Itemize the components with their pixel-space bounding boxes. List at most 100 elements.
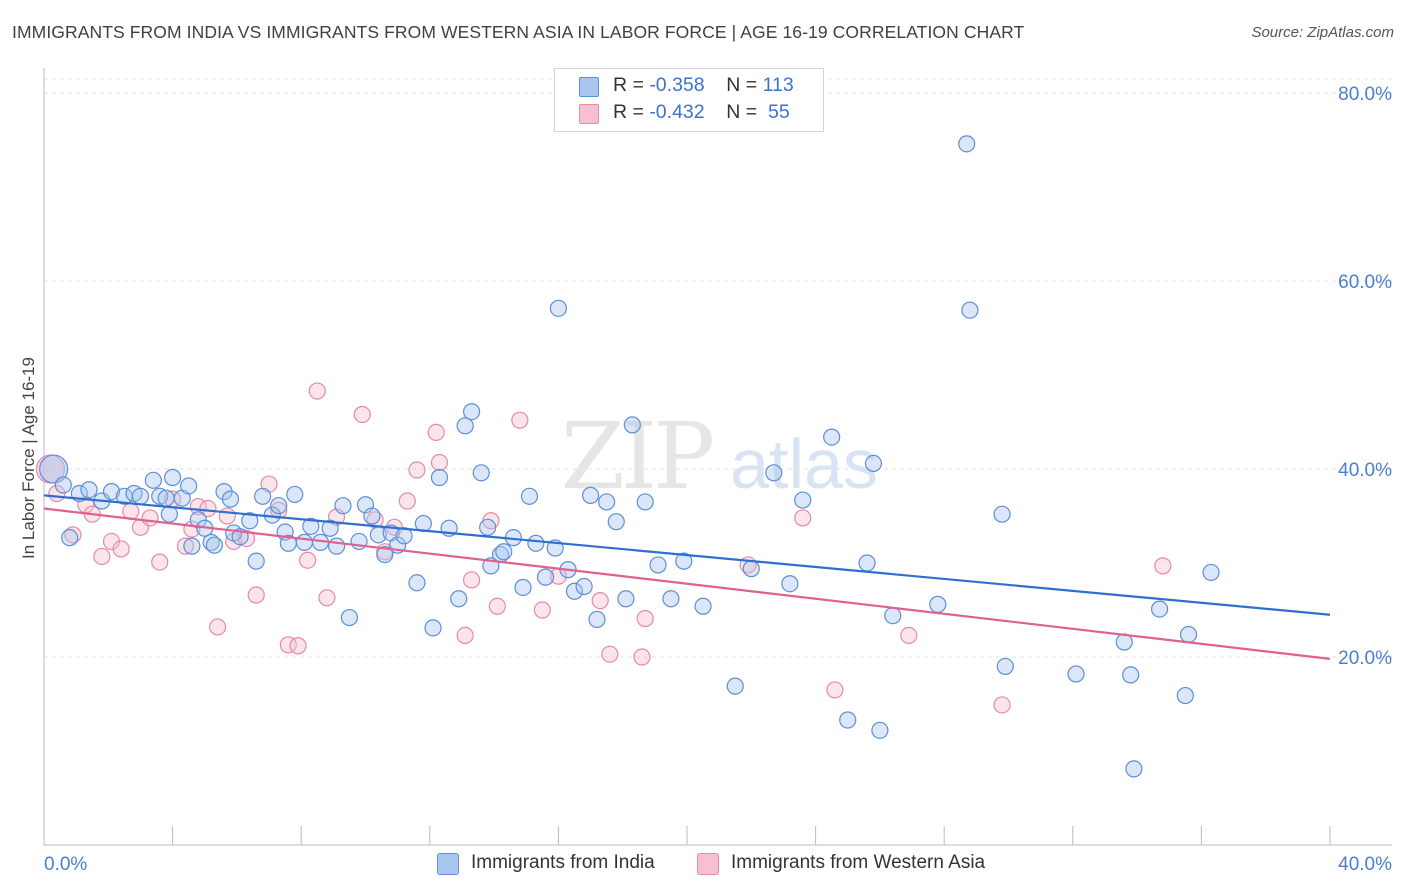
y-tick-label: 40.0% <box>1338 460 1392 481</box>
india-point <box>781 575 799 593</box>
india-point <box>102 483 121 501</box>
india-point <box>430 468 449 487</box>
india-point <box>157 489 175 507</box>
wasia-point <box>289 637 307 655</box>
india-point <box>598 493 616 511</box>
india-trend-line <box>43 494 1331 616</box>
y-tick-label: 80.0% <box>1338 84 1392 105</box>
india-point <box>649 556 667 574</box>
india-point <box>295 533 314 551</box>
india-r-value: -0.358 <box>649 74 705 96</box>
india-point <box>996 657 1014 676</box>
india-point <box>588 610 606 629</box>
india-point <box>327 537 346 555</box>
india-n-label: N = <box>726 74 758 96</box>
india-point <box>823 428 841 446</box>
india-point <box>302 517 320 535</box>
india-point <box>334 497 352 515</box>
wasia-point <box>430 453 449 472</box>
wasia-point <box>151 553 169 571</box>
wasia-point <box>247 586 265 604</box>
india-r-label: R = <box>613 74 644 96</box>
watermark-zip: ZIP <box>561 403 712 510</box>
wasia-swatch <box>579 104 599 124</box>
chart-title: IMMIGRANTS FROM INDIA VS IMMIGRANTS FROM… <box>12 22 1025 42</box>
india-point <box>151 487 169 505</box>
india-point <box>958 135 976 153</box>
axes <box>43 68 1392 846</box>
wasia-point <box>601 645 619 663</box>
india-point <box>408 574 426 592</box>
india-point <box>479 518 497 536</box>
x-tick-labels: 0.0% 40.0% <box>44 854 1392 875</box>
wasia-r-label: R = <box>613 101 644 123</box>
india-point <box>54 476 72 494</box>
wasia-point <box>218 507 236 525</box>
wasia-point <box>299 551 317 569</box>
wasia-point <box>318 589 336 607</box>
india-point <box>61 529 79 547</box>
india-point <box>581 486 600 504</box>
india-point <box>694 597 712 615</box>
india-n-value: 113 <box>762 74 794 96</box>
india-point <box>462 403 481 421</box>
india-point <box>80 481 98 499</box>
wasia-point <box>826 681 844 699</box>
india-point <box>858 554 876 572</box>
watermark-atlas: atlas <box>730 425 878 503</box>
y-tick-labels: 20.0% 40.0% 60.0% 80.0% <box>1338 84 1392 669</box>
india-point <box>549 299 568 317</box>
wasia-point <box>900 626 918 645</box>
wasia-points <box>35 382 1172 714</box>
wasia-point <box>64 526 82 544</box>
india-point <box>871 721 889 739</box>
india-point <box>675 552 693 570</box>
india-point <box>623 416 641 434</box>
y-tick-label: 60.0% <box>1338 272 1392 293</box>
wasia-r-value: -0.432 <box>649 101 705 123</box>
zipatlas-watermark: ZIP atlas <box>561 403 878 510</box>
wasia-trend-line <box>43 507 1331 660</box>
india-point <box>205 536 223 554</box>
india-point <box>144 471 162 489</box>
india-point <box>270 497 288 515</box>
grid-lines <box>44 78 1392 658</box>
india-point <box>1125 760 1143 778</box>
y-tick-label: 20.0% <box>1338 648 1392 669</box>
wasia-point <box>141 509 159 527</box>
india-point <box>286 485 304 504</box>
wasia-point <box>462 571 481 589</box>
wasia-point <box>511 411 529 429</box>
india-point <box>514 578 532 597</box>
india-point <box>376 545 394 564</box>
wasia-point <box>209 618 227 636</box>
india-point <box>536 568 555 586</box>
india-point <box>456 417 474 435</box>
india-point <box>164 468 182 487</box>
india-point <box>247 552 265 570</box>
wasia-point <box>533 601 551 619</box>
india-legend-label: Immigrants from India <box>471 852 655 873</box>
wasia-n-label: N = <box>726 101 758 123</box>
india-point <box>424 619 442 637</box>
india-point <box>929 595 947 613</box>
india-point <box>864 454 883 473</box>
india-point <box>131 487 150 505</box>
india-point <box>39 454 69 484</box>
india-point <box>321 519 339 537</box>
india-point <box>617 590 635 608</box>
india-point <box>1176 686 1194 705</box>
india-point <box>1067 665 1085 683</box>
wasia-point <box>408 461 426 479</box>
wasia-point <box>353 405 371 424</box>
wasia-point <box>993 696 1011 714</box>
india-point <box>565 582 584 600</box>
india-point <box>575 577 593 596</box>
india-point <box>1151 600 1169 618</box>
india-point <box>961 301 979 319</box>
wasia-legend-label: Immigrants from Western Asia <box>731 852 986 873</box>
wasia-point <box>308 382 326 400</box>
wasia-point <box>636 609 654 628</box>
india-swatch <box>579 77 599 97</box>
